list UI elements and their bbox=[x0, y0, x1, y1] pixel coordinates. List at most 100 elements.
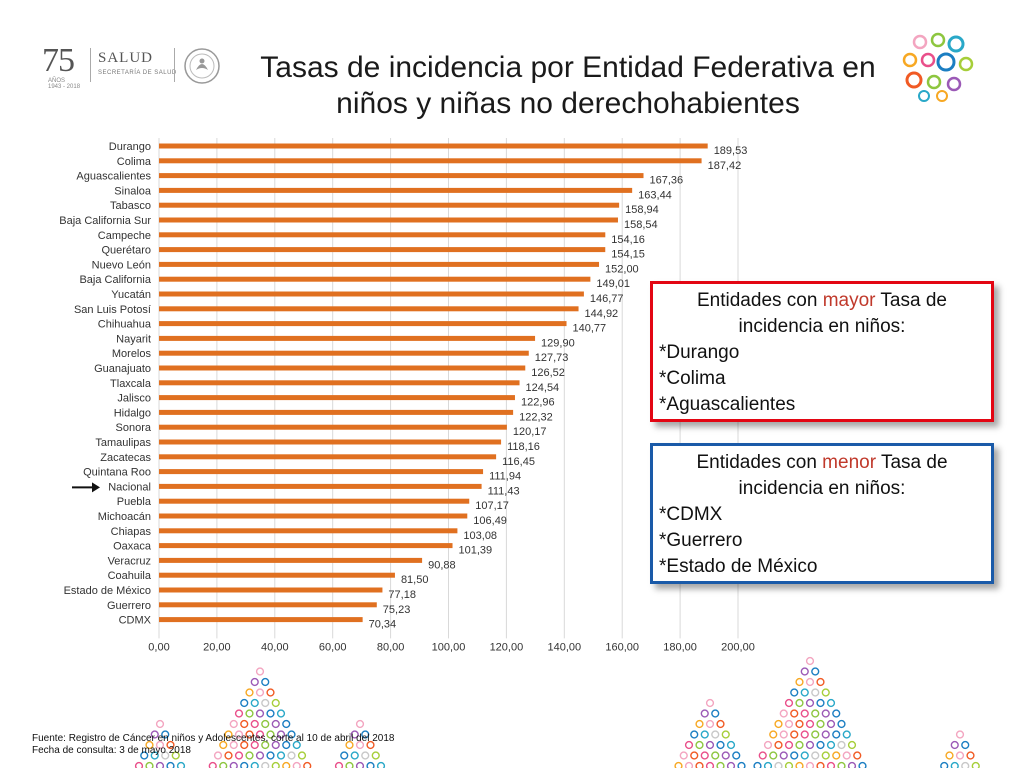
category-label: Chihuahua bbox=[98, 319, 152, 331]
bar bbox=[159, 587, 383, 593]
pattern-circle bbox=[176, 761, 186, 768]
value-label: 75,23 bbox=[383, 604, 411, 616]
pattern-circle bbox=[826, 719, 836, 729]
bar bbox=[159, 498, 470, 504]
pattern-circle bbox=[355, 761, 365, 768]
bar bbox=[159, 424, 507, 430]
value-label: 126,52 bbox=[531, 367, 565, 379]
category-label: Hidalgo bbox=[114, 407, 151, 419]
pattern-circle bbox=[758, 751, 767, 760]
pattern-circle bbox=[229, 719, 238, 729]
pattern-circle bbox=[779, 751, 788, 760]
value-label: 111,43 bbox=[488, 485, 520, 497]
pattern-circle bbox=[821, 730, 830, 739]
pattern-circle bbox=[721, 751, 730, 760]
lowest-item: *Guerrero bbox=[659, 530, 743, 551]
bar bbox=[159, 454, 497, 460]
value-label: 122,96 bbox=[521, 397, 555, 409]
pattern-circle bbox=[292, 761, 301, 768]
x-tick-label: 180,00 bbox=[663, 641, 697, 653]
pattern-circle bbox=[345, 740, 354, 750]
pattern-circle bbox=[690, 751, 699, 760]
arrow-head bbox=[92, 482, 100, 493]
category-label: Tamaulipas bbox=[95, 437, 151, 449]
pattern-circle bbox=[837, 719, 846, 729]
colored-circles-logo-icon bbox=[902, 32, 974, 102]
value-label: 129,90 bbox=[541, 337, 575, 349]
pattern-circle bbox=[711, 751, 720, 760]
category-label: Tabasco bbox=[110, 200, 151, 212]
pattern-circle bbox=[255, 730, 265, 739]
pattern-circle bbox=[219, 761, 228, 768]
pattern-circle bbox=[950, 761, 959, 768]
logo-secretaria-text: SECRETARÍA DE SALUD bbox=[98, 70, 177, 76]
title-line-1: Tasas de incidencia por Entidad Federati… bbox=[260, 51, 876, 84]
pattern-circle bbox=[282, 740, 291, 750]
pattern-circle bbox=[255, 751, 265, 760]
lowest-item: *CDMX bbox=[659, 504, 723, 525]
pattern-circle bbox=[674, 761, 683, 768]
pattern-circle bbox=[276, 751, 286, 760]
pattern-circle bbox=[726, 761, 736, 768]
pattern-circle bbox=[837, 761, 846, 768]
chart-value-labels: 189,53 187,42 167,36 163,44 158,94 158,54 154,… bbox=[369, 145, 748, 631]
value-label: 101,39 bbox=[459, 545, 493, 557]
pattern-circle bbox=[250, 740, 259, 750]
pattern-circle bbox=[276, 709, 286, 718]
value-label: 111,94 bbox=[489, 471, 521, 483]
pattern-circle bbox=[763, 740, 773, 750]
pattern-circle bbox=[679, 751, 688, 760]
pattern-circle bbox=[355, 740, 365, 750]
pattern-circle bbox=[705, 698, 715, 708]
pattern-circle bbox=[361, 751, 370, 760]
bar bbox=[159, 247, 606, 253]
pattern-circle bbox=[826, 761, 836, 768]
pattern-circle bbox=[171, 751, 180, 760]
pattern-circle bbox=[816, 677, 825, 687]
category-label: Puebla bbox=[117, 496, 152, 508]
pattern-circle bbox=[292, 740, 301, 750]
pattern-circle bbox=[816, 761, 825, 768]
pattern-circle bbox=[774, 761, 783, 768]
pattern-circle bbox=[255, 688, 265, 697]
pattern-circle bbox=[340, 751, 349, 760]
pattern-circle bbox=[832, 751, 841, 760]
value-label: 146,77 bbox=[590, 293, 624, 305]
bar bbox=[159, 306, 579, 312]
highest-heading-pre: Entidades con bbox=[697, 290, 823, 311]
chart-category-labels: Durango Colima Aguascalientes Sinaloa Tabasc… bbox=[59, 141, 152, 627]
pattern-circle bbox=[271, 740, 280, 750]
lowest-rate-callout: Entidades con menor Tasa de incidencia e… bbox=[650, 443, 994, 584]
value-label: 120,17 bbox=[513, 426, 547, 438]
decorative-circle-pattern-right bbox=[674, 656, 980, 768]
pattern-circle bbox=[684, 740, 694, 750]
pattern-circle bbox=[716, 761, 725, 768]
pattern-circle bbox=[245, 751, 254, 760]
pattern-circle bbox=[245, 709, 254, 718]
value-label: 144,92 bbox=[585, 308, 619, 320]
pattern-circle bbox=[795, 761, 804, 768]
pattern-circle bbox=[287, 730, 296, 739]
pattern-circle bbox=[779, 709, 788, 718]
pattern-circle bbox=[811, 751, 820, 760]
bar bbox=[159, 439, 502, 445]
x-tick-label: 80,00 bbox=[377, 641, 405, 653]
pattern-circle bbox=[208, 761, 217, 768]
category-label: San Luis Potosí bbox=[74, 304, 151, 316]
pattern-circle bbox=[155, 761, 165, 768]
pattern-circle bbox=[842, 730, 851, 739]
source-footer: Fuente: Registro de Cáncer en niños y Ad… bbox=[32, 733, 394, 757]
pattern-circle bbox=[234, 751, 244, 760]
value-label: 158,54 bbox=[624, 219, 658, 231]
pattern-circle bbox=[366, 761, 375, 768]
category-label: Querétaro bbox=[101, 245, 151, 257]
pattern-circle bbox=[213, 751, 223, 760]
pattern-circle bbox=[140, 751, 149, 760]
pattern-circle bbox=[774, 740, 783, 750]
pattern-circle bbox=[690, 730, 699, 739]
category-label: Nayarit bbox=[116, 333, 151, 345]
bar bbox=[159, 158, 702, 164]
bar bbox=[159, 469, 484, 475]
pattern-circle bbox=[229, 740, 238, 750]
pattern-circle bbox=[790, 688, 799, 697]
